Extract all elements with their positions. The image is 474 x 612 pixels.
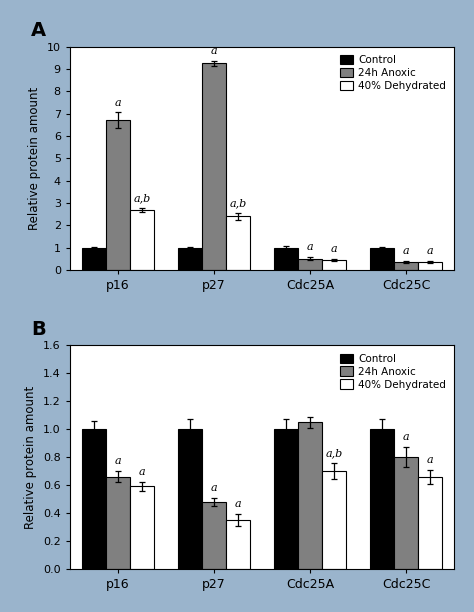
- Y-axis label: Relative protein amount: Relative protein amount: [25, 386, 37, 529]
- Bar: [274, 429, 298, 569]
- Bar: [274, 248, 298, 270]
- Y-axis label: Relative protein amount: Relative protein amount: [28, 87, 41, 230]
- Bar: [106, 121, 130, 270]
- Bar: [178, 429, 202, 569]
- Bar: [418, 477, 442, 569]
- Legend: Control, 24h Anoxic, 40% Dehydrated: Control, 24h Anoxic, 40% Dehydrated: [337, 52, 449, 94]
- Text: a,b: a,b: [133, 193, 151, 203]
- Bar: [394, 457, 418, 569]
- Text: a: a: [210, 46, 217, 56]
- Bar: [370, 429, 394, 569]
- Legend: Control, 24h Anoxic, 40% Dehydrated: Control, 24h Anoxic, 40% Dehydrated: [337, 351, 449, 393]
- Text: A: A: [31, 21, 46, 40]
- Text: a: a: [403, 247, 410, 256]
- Text: a: a: [115, 456, 121, 466]
- Bar: [322, 471, 346, 569]
- Bar: [394, 263, 418, 270]
- Bar: [370, 248, 394, 270]
- Text: a: a: [210, 483, 217, 493]
- Text: B: B: [31, 319, 46, 338]
- Bar: [226, 217, 250, 270]
- Bar: [226, 520, 250, 569]
- Bar: [298, 422, 322, 569]
- Text: a: a: [138, 468, 145, 477]
- Text: a,b: a,b: [229, 198, 246, 209]
- Text: a: a: [427, 247, 434, 256]
- Bar: [298, 259, 322, 270]
- Bar: [106, 477, 130, 569]
- Text: a: a: [331, 244, 337, 254]
- Bar: [178, 248, 202, 270]
- Text: a: a: [427, 455, 434, 465]
- Text: a: a: [235, 499, 241, 509]
- Bar: [202, 502, 226, 569]
- Bar: [130, 210, 154, 270]
- Bar: [202, 63, 226, 270]
- Text: a: a: [307, 242, 313, 252]
- Text: a: a: [115, 97, 121, 108]
- Bar: [322, 260, 346, 270]
- Bar: [130, 487, 154, 569]
- Bar: [82, 248, 106, 270]
- Text: a,b: a,b: [326, 448, 343, 458]
- Bar: [82, 429, 106, 569]
- Text: a: a: [403, 433, 410, 442]
- Bar: [418, 263, 442, 270]
